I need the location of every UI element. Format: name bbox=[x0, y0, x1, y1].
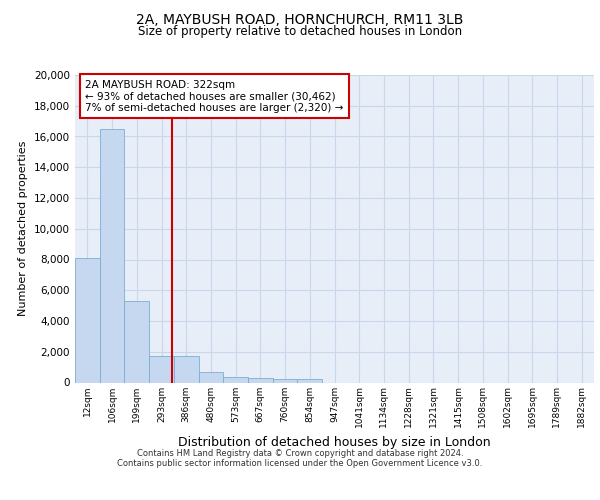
Text: Size of property relative to detached houses in London: Size of property relative to detached ho… bbox=[138, 25, 462, 38]
Bar bbox=[199, 372, 223, 382]
Bar bbox=[149, 356, 174, 382]
Text: Contains public sector information licensed under the Open Government Licence v3: Contains public sector information licen… bbox=[118, 458, 482, 468]
Text: Contains HM Land Registry data © Crown copyright and database right 2024.: Contains HM Land Registry data © Crown c… bbox=[137, 448, 463, 458]
Bar bbox=[298, 380, 322, 382]
Text: 2A, MAYBUSH ROAD, HORNCHURCH, RM11 3LB: 2A, MAYBUSH ROAD, HORNCHURCH, RM11 3LB bbox=[136, 12, 464, 26]
Bar bbox=[124, 301, 149, 382]
Bar bbox=[223, 377, 248, 382]
Y-axis label: Number of detached properties: Number of detached properties bbox=[19, 141, 28, 316]
X-axis label: Distribution of detached houses by size in London: Distribution of detached houses by size … bbox=[178, 436, 491, 448]
Bar bbox=[100, 129, 124, 382]
Bar bbox=[174, 356, 199, 382]
Text: 2A MAYBUSH ROAD: 322sqm
← 93% of detached houses are smaller (30,462)
7% of semi: 2A MAYBUSH ROAD: 322sqm ← 93% of detache… bbox=[85, 80, 344, 113]
Bar bbox=[273, 378, 298, 382]
Bar bbox=[75, 258, 100, 382]
Bar bbox=[248, 378, 273, 382]
